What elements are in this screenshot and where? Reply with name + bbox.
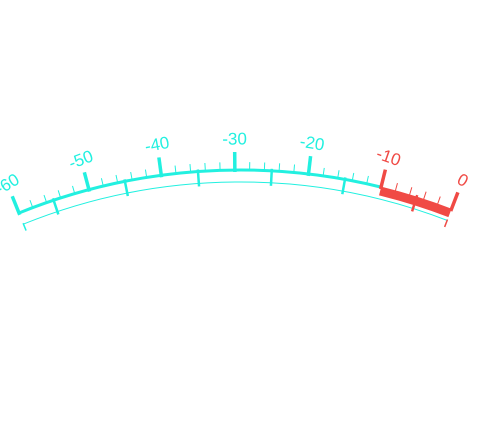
scale-label: -60 bbox=[0, 170, 23, 199]
scale-label: -50 bbox=[66, 146, 96, 172]
scale-label: -20 bbox=[298, 132, 325, 155]
scale-label: 0 bbox=[454, 170, 472, 191]
scale-ticks bbox=[10, 152, 460, 231]
minor-tick bbox=[144, 169, 148, 178]
scale-label: -30 bbox=[222, 129, 247, 148]
minor-tick bbox=[115, 174, 119, 183]
minor-tick bbox=[29, 199, 34, 208]
minor-tick bbox=[293, 164, 296, 173]
end-cap-tick bbox=[22, 222, 27, 231]
inner-marker-tick bbox=[123, 179, 130, 197]
minor-tick bbox=[322, 167, 325, 176]
inner-marker-tick bbox=[196, 169, 201, 187]
minor-tick bbox=[130, 171, 133, 181]
end-cap-tick bbox=[443, 219, 449, 228]
major-tick bbox=[449, 191, 460, 212]
major-tick bbox=[82, 171, 92, 193]
minor-tick bbox=[43, 194, 48, 203]
minor-tick bbox=[409, 187, 413, 196]
minor-tick bbox=[366, 175, 369, 184]
minor-tick bbox=[100, 178, 104, 187]
inner-marker-tick bbox=[410, 194, 419, 212]
minor-tick bbox=[72, 185, 76, 194]
minor-tick bbox=[189, 164, 192, 173]
major-tick bbox=[157, 157, 164, 178]
inner-scale-arc bbox=[23, 181, 448, 225]
minor-tick bbox=[437, 196, 441, 205]
major-tick bbox=[306, 155, 313, 177]
minor-tick bbox=[337, 170, 340, 179]
scale-label: -40 bbox=[143, 133, 171, 156]
inner-marker-tick bbox=[51, 197, 60, 215]
minor-tick bbox=[174, 165, 177, 174]
major-tick bbox=[10, 195, 22, 216]
minor-tick bbox=[423, 191, 427, 200]
inner-marker-tick bbox=[341, 177, 347, 195]
minor-tick bbox=[278, 163, 281, 172]
minor-tick bbox=[394, 182, 398, 191]
minor-tick bbox=[57, 190, 62, 199]
scale-arcs bbox=[18, 168, 452, 225]
major-tick bbox=[378, 169, 388, 190]
inner-marker-tick bbox=[269, 168, 274, 186]
minor-tick bbox=[351, 172, 355, 181]
scale-label: -10 bbox=[374, 144, 403, 170]
